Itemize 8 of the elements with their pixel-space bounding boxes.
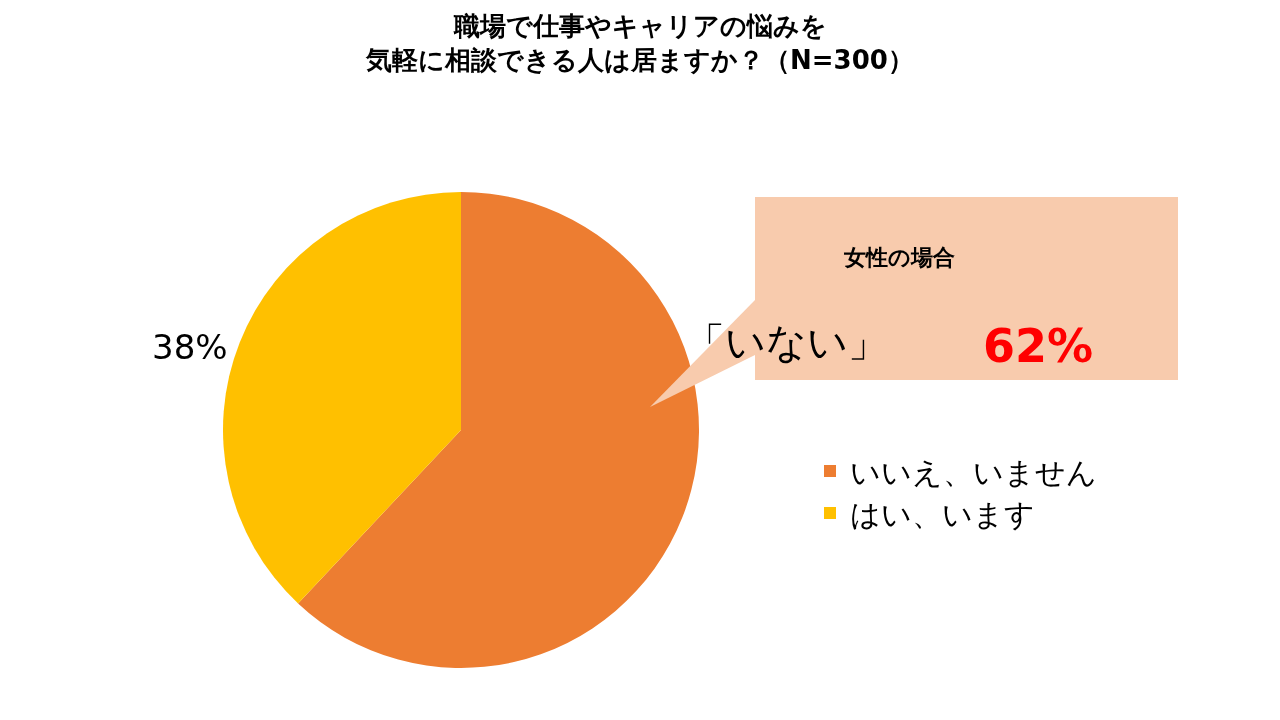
legend-label: はい、います <box>850 496 1035 532</box>
text: 「いない」 <box>685 319 888 365</box>
legend-label: いいえ、いません <box>850 454 1097 490</box>
chart-title: 職場で仕事やキャリアの悩みを気軽に相談できる人は居ますか？（N=300） <box>365 11 914 75</box>
data-label: 38% <box>152 327 228 367</box>
text: 女性の場合 <box>843 245 955 270</box>
text: 62% <box>983 319 1094 373</box>
pie-slice <box>298 192 699 668</box>
